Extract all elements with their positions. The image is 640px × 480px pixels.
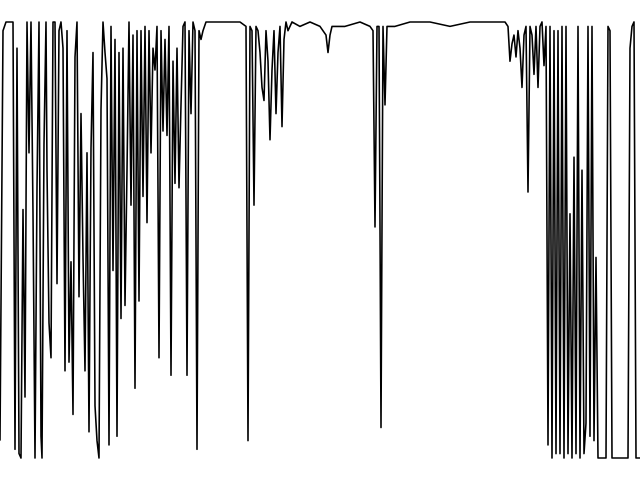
series-line-0 [0,21,640,459]
plot-area [0,21,640,459]
